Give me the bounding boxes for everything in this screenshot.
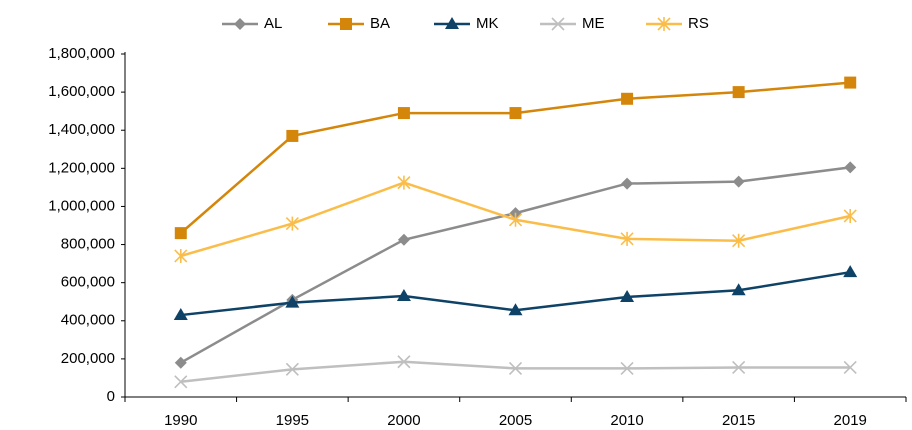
marker bbox=[234, 18, 246, 30]
marker bbox=[621, 177, 634, 190]
marker bbox=[657, 17, 671, 31]
y-tick-label: 1,800,000 bbox=[48, 45, 115, 62]
y-tick-label: 1,000,000 bbox=[48, 197, 115, 214]
series bbox=[174, 161, 857, 369]
y-tick-label: 0 bbox=[107, 388, 115, 405]
legend-item: AL bbox=[222, 15, 282, 32]
x-tick-label: 2010 bbox=[610, 412, 643, 429]
y-tick-label: 400,000 bbox=[61, 312, 115, 329]
marker bbox=[508, 303, 523, 316]
marker bbox=[285, 216, 299, 231]
marker bbox=[731, 283, 746, 296]
x-tick-label: 2015 bbox=[722, 412, 755, 429]
series-line bbox=[180, 166, 851, 364]
marker bbox=[397, 107, 410, 120]
marker bbox=[620, 361, 634, 375]
legend-item: ME bbox=[540, 15, 605, 32]
legend-item: MK bbox=[434, 15, 499, 32]
x-tick-label: 2019 bbox=[834, 412, 867, 429]
marker bbox=[843, 360, 857, 375]
marker bbox=[621, 92, 634, 105]
x-tick-label: 1995 bbox=[276, 412, 309, 429]
y-tick-label: 600,000 bbox=[61, 274, 115, 291]
series bbox=[174, 175, 857, 263]
legend-label: BA bbox=[370, 15, 390, 32]
x-tick-label: 2005 bbox=[499, 412, 532, 429]
marker bbox=[285, 295, 300, 308]
y-tick-label: 800,000 bbox=[61, 236, 115, 253]
marker bbox=[844, 161, 857, 174]
marker bbox=[285, 362, 299, 376]
marker bbox=[843, 208, 857, 223]
legend-label: ME bbox=[582, 15, 605, 32]
marker bbox=[445, 17, 459, 29]
legend-label: AL bbox=[264, 15, 282, 32]
marker bbox=[620, 231, 634, 246]
marker bbox=[732, 86, 745, 99]
x-tick-label: 1990 bbox=[164, 412, 197, 429]
marker bbox=[174, 356, 187, 369]
x-tick-label: 2000 bbox=[387, 412, 420, 429]
marker bbox=[174, 375, 188, 389]
series-line bbox=[180, 360, 851, 383]
y-tick-label: 1,600,000 bbox=[48, 83, 115, 100]
marker bbox=[174, 248, 188, 263]
marker bbox=[843, 265, 858, 278]
marker bbox=[508, 212, 523, 227]
series bbox=[174, 76, 857, 240]
marker bbox=[173, 308, 188, 321]
legend-label: RS bbox=[688, 15, 709, 32]
marker bbox=[508, 361, 523, 375]
y-tick-label: 1,200,000 bbox=[48, 159, 115, 176]
legend-item: BA bbox=[328, 15, 390, 32]
series bbox=[174, 355, 857, 389]
marker bbox=[397, 233, 410, 246]
marker bbox=[174, 227, 187, 240]
marker bbox=[732, 233, 746, 248]
marker bbox=[509, 107, 522, 120]
marker bbox=[844, 76, 857, 89]
marker bbox=[397, 175, 411, 190]
series bbox=[173, 265, 858, 321]
marker bbox=[340, 18, 352, 30]
marker bbox=[620, 289, 635, 302]
marker bbox=[286, 129, 299, 142]
marker bbox=[396, 289, 411, 302]
marker bbox=[397, 355, 411, 369]
legend-item: RS bbox=[646, 15, 709, 32]
marker bbox=[732, 175, 745, 188]
y-tick-label: 200,000 bbox=[61, 350, 115, 367]
legend-label: MK bbox=[476, 15, 499, 32]
marker bbox=[732, 360, 746, 375]
marker bbox=[551, 17, 565, 31]
y-tick-label: 1,400,000 bbox=[48, 121, 115, 138]
